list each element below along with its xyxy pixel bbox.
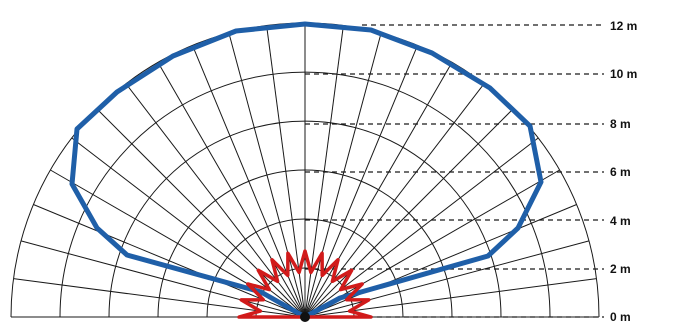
grid-spoke	[304, 32, 382, 318]
distance-label-0m: 0 m	[610, 310, 631, 324]
grid-spoke	[304, 108, 514, 318]
distance-label-10m: 10 m	[610, 67, 637, 81]
long-range-detection-zone	[69, 21, 544, 320]
grid-spoke	[304, 169, 560, 318]
grid-spoke	[157, 62, 306, 318]
distance-label-12m: 12 m	[610, 19, 637, 33]
grid-spoke	[228, 32, 306, 318]
grid-spoke	[304, 240, 590, 318]
grid-spoke	[304, 62, 453, 318]
sensor-origin-icon	[300, 312, 310, 322]
short-range-detection-zone	[237, 249, 373, 319]
polar-grid	[10, 22, 600, 318]
distance-label-2m: 2 m	[610, 262, 631, 276]
distance-label-8m: 8 m	[610, 117, 631, 131]
distance-label-4m: 4 m	[610, 214, 631, 228]
distance-label-6m: 6 m	[610, 165, 631, 179]
grid-spoke	[96, 108, 306, 318]
grid-spoke	[20, 240, 306, 318]
